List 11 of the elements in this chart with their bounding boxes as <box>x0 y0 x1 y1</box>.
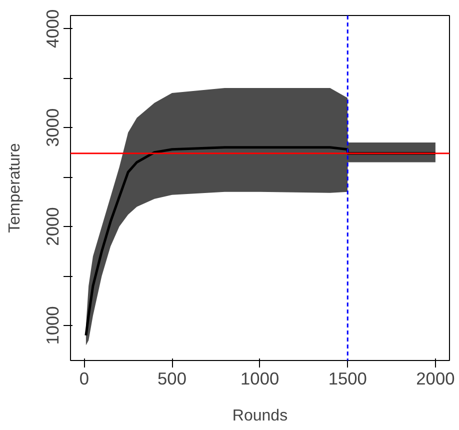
y-tick-label: 2000 <box>42 207 62 246</box>
x-tick-label: 500 <box>158 368 186 388</box>
y-tick-label: 3000 <box>42 108 62 147</box>
x-tick-label: 2000 <box>416 368 455 388</box>
x-axis-title: Rounds <box>232 408 288 424</box>
y-tick-label: 1000 <box>42 306 62 345</box>
x-tick-label: 1000 <box>240 368 280 388</box>
y-tick-label: 4000 <box>42 9 62 48</box>
x-tick-label: 0 <box>79 368 90 388</box>
y-axis-title: Temperature <box>6 142 24 233</box>
x-tick-label: 1500 <box>328 368 367 388</box>
